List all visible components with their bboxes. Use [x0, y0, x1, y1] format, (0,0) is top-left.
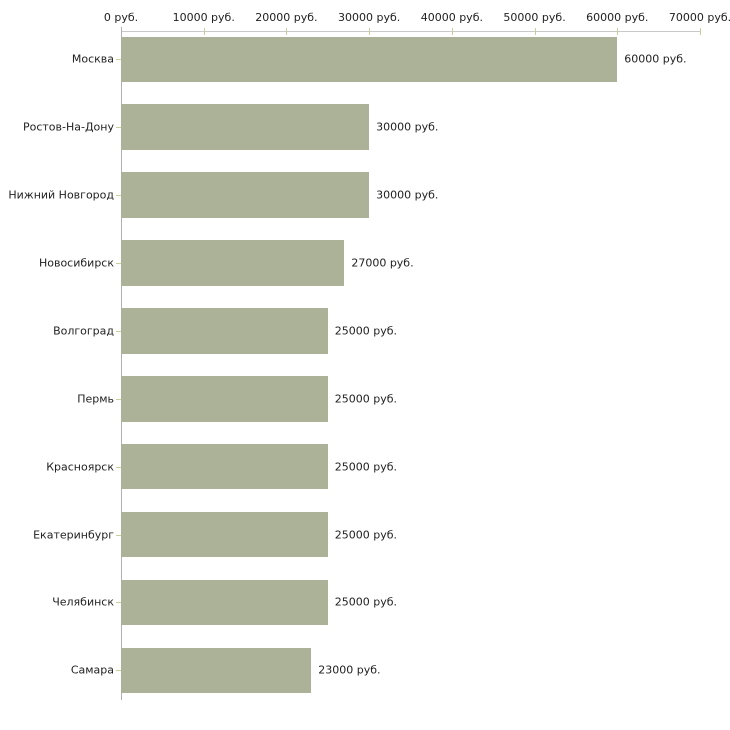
category-label: Москва — [71, 52, 114, 66]
category-label: Екатеринбург — [33, 528, 114, 542]
bar-value-label: 25000 руб. — [334, 324, 398, 338]
bar — [121, 172, 370, 218]
x-axis-tick — [617, 28, 619, 35]
bar — [121, 36, 618, 82]
category-label: Самара — [70, 663, 114, 677]
category-axis-tick — [116, 330, 121, 332]
x-axis-tick — [534, 28, 536, 35]
bar — [121, 647, 312, 694]
bar-value-label: 25000 руб. — [334, 528, 398, 542]
bar-value-label: 60000 руб. — [624, 52, 687, 66]
bar — [121, 511, 328, 558]
x-axis-tick-label: 70000 руб. — [668, 11, 730, 24]
category-label: Ростов-На-Дону — [22, 120, 114, 134]
x-axis-tick — [369, 28, 371, 35]
bar-value-label: 30000 руб. — [376, 120, 439, 134]
x-axis-tick-label: 30000 руб. — [338, 11, 401, 24]
bar — [121, 443, 328, 490]
x-axis-tick — [286, 28, 288, 35]
category-label: Челябинск — [52, 595, 114, 609]
category-label: Красноярск — [46, 460, 114, 474]
bar-value-label: 27000 руб. — [351, 256, 414, 270]
bar — [121, 240, 345, 286]
category-label: Новосибирск — [38, 256, 114, 270]
category-axis-tick — [116, 59, 121, 61]
category-label: Волгоград — [53, 324, 114, 338]
bar — [121, 579, 328, 626]
y-axis-line — [121, 27, 122, 700]
x-axis-tick-label: 40000 руб. — [420, 11, 483, 24]
x-axis-tick-label: 50000 руб. — [503, 11, 566, 24]
bar-value-label: 25000 руб. — [334, 595, 398, 609]
x-axis-tick — [700, 28, 701, 35]
category-axis-tick — [116, 534, 121, 536]
x-axis-tick-label: 0 руб. — [103, 11, 139, 24]
category-axis-tick — [116, 398, 121, 400]
x-axis-tick-label: 60000 руб. — [586, 11, 649, 24]
bar — [121, 308, 328, 354]
bar-value-label: 23000 руб. — [318, 663, 381, 677]
bar — [121, 104, 370, 150]
category-axis-tick — [116, 602, 121, 604]
x-axis-tick — [203, 28, 205, 35]
category-axis-tick — [116, 127, 121, 129]
bar — [121, 376, 328, 422]
category-axis-tick — [116, 262, 121, 264]
category-axis-tick — [116, 670, 121, 672]
bar-value-label: 25000 руб. — [334, 392, 398, 406]
category-axis-tick — [116, 466, 121, 468]
category-label: Нижний Новгород — [8, 188, 114, 202]
bar-value-label: 30000 руб. — [376, 188, 439, 202]
x-axis-line — [121, 31, 700, 32]
category-axis-tick — [116, 195, 121, 197]
x-axis-tick — [451, 28, 453, 35]
x-axis-tick-label: 10000 руб. — [172, 11, 235, 24]
x-axis-tick-label: 20000 руб. — [255, 11, 318, 24]
bar-value-label: 25000 руб. — [334, 460, 398, 474]
category-label: Пермь — [77, 392, 114, 406]
